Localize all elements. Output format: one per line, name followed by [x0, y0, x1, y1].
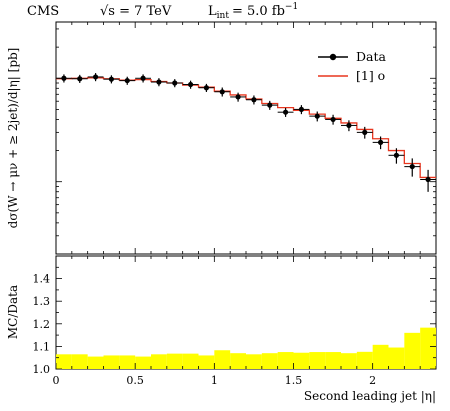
ratio-band-bin	[56, 354, 72, 369]
data-point	[330, 116, 336, 123]
ratio-band-bin	[246, 354, 262, 369]
data-point	[156, 79, 162, 85]
legend-mc-label: [1] o	[356, 68, 385, 83]
x-tick-label: 1	[211, 374, 218, 387]
ratio-band-bin	[87, 356, 104, 369]
data-point	[393, 152, 400, 158]
data-point	[203, 85, 210, 91]
x-tick-label: 0	[53, 374, 60, 387]
ratio-y-axis-label: MC/Data	[6, 285, 20, 339]
ratio-band-bin	[420, 327, 436, 369]
energy-label: √s = 7 TeV	[100, 4, 172, 19]
data-point	[409, 163, 415, 170]
ratio-band-bin	[293, 352, 310, 369]
ratio-band-bin	[119, 355, 136, 369]
ratio-band-bin	[388, 347, 405, 369]
data-point	[92, 74, 99, 80]
top-y-axis-label: dσ(W → μν + ≥ 2jet)/d|η| [pb]	[6, 48, 20, 229]
ratio-band-bin	[135, 356, 151, 369]
data-point	[172, 80, 178, 86]
legend: Data [1] o	[318, 49, 386, 83]
ratio-band-bin	[182, 353, 199, 369]
experiment-label: CMS	[27, 4, 59, 19]
ratio-band-bin	[71, 354, 88, 369]
ratio-band-bin	[356, 351, 373, 369]
top-tick-group	[55, 22, 437, 255]
data-point	[187, 81, 194, 88]
ratio-band-bin	[103, 355, 120, 369]
ratio-band-bin	[277, 352, 294, 369]
x-tick-label: 2	[369, 374, 376, 387]
data-point	[77, 76, 83, 82]
data-point	[235, 94, 241, 100]
data-points-group	[56, 73, 436, 192]
ratio-tick-group: 0 0.5 1 1.5 2 1.0 1.1 1.2 1.3 1.4	[33, 255, 437, 387]
luminosity-label: Lint = 5.0 fb−1	[208, 2, 298, 21]
mc-step-line	[56, 77, 436, 179]
ratio-band-group	[56, 327, 436, 369]
ratio-y-tick-label: 1.1	[33, 340, 51, 353]
ratio-band-bin	[404, 332, 421, 369]
data-point	[61, 75, 67, 81]
data-point	[377, 139, 384, 145]
ratio-band-bin	[214, 350, 231, 369]
legend-data-marker	[329, 53, 337, 61]
data-point	[282, 109, 289, 115]
data-point	[425, 176, 431, 183]
ratio-y-tick-label: 1.3	[33, 295, 51, 308]
data-point	[267, 102, 273, 108]
data-point	[124, 77, 130, 84]
ratio-y-tick-label: 1.2	[33, 318, 51, 331]
x-axis-label: Second leading jet |η|	[304, 389, 436, 403]
data-point	[362, 129, 368, 135]
ratio-band-bin	[198, 355, 215, 369]
ratio-band-bin	[230, 353, 246, 369]
ratio-band-bin	[309, 352, 326, 369]
data-point	[108, 76, 115, 82]
x-tick-label: 0.5	[126, 374, 144, 387]
ratio-band-bin	[341, 353, 357, 369]
data-point	[346, 122, 352, 129]
ratio-band-bin	[372, 344, 389, 369]
ratio-band-bin	[151, 354, 167, 369]
mc-step-group	[56, 77, 436, 179]
ratio-band-bin	[166, 353, 183, 369]
data-point	[314, 113, 320, 119]
ratio-band-bin	[261, 353, 278, 369]
legend-data-label: Data	[356, 49, 386, 64]
ratio-y-tick-label: 1.4	[33, 273, 51, 286]
data-point	[298, 106, 305, 113]
x-tick-label: 1.5	[285, 374, 303, 387]
data-point	[219, 89, 225, 95]
data-point	[140, 75, 146, 81]
ratio-y-tick-label: 1.0	[33, 363, 51, 376]
ratio-band-bin	[325, 352, 341, 369]
data-point	[251, 97, 257, 103]
